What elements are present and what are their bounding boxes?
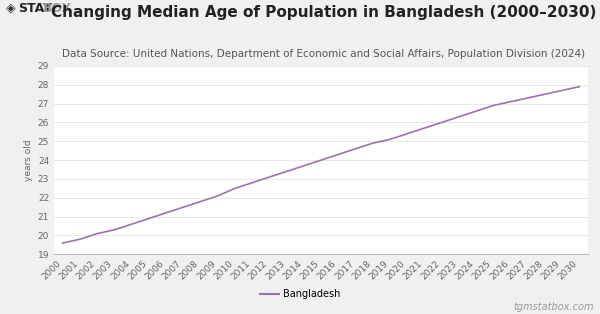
Text: Changing Median Age of Population in Bangladesh (2000–2030): Changing Median Age of Population in Ban…	[52, 5, 596, 20]
Legend: Bangladesh: Bangladesh	[256, 285, 344, 303]
Text: tgmstatbox.com: tgmstatbox.com	[514, 302, 594, 312]
Text: Data Source: United Nations, Department of Economic and Social Affairs, Populati: Data Source: United Nations, Department …	[62, 49, 586, 59]
Text: BOX: BOX	[43, 2, 73, 14]
Text: ◈: ◈	[6, 2, 16, 14]
Y-axis label: years old: years old	[25, 139, 34, 181]
Text: STAT: STAT	[19, 2, 52, 14]
